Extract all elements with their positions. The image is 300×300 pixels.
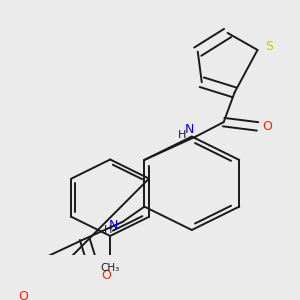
Text: N: N xyxy=(185,123,194,136)
Text: H: H xyxy=(178,130,186,140)
Text: S: S xyxy=(266,40,273,53)
Text: H: H xyxy=(104,225,113,236)
Text: CH₃: CH₃ xyxy=(100,263,120,273)
Text: O: O xyxy=(262,120,272,133)
Text: O: O xyxy=(18,290,28,300)
Text: N: N xyxy=(109,219,119,232)
Text: O: O xyxy=(102,269,112,282)
